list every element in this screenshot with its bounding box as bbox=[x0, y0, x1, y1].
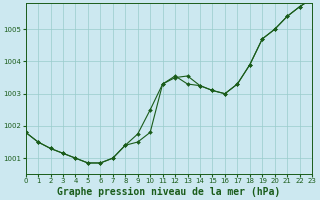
X-axis label: Graphe pression niveau de la mer (hPa): Graphe pression niveau de la mer (hPa) bbox=[57, 186, 281, 197]
